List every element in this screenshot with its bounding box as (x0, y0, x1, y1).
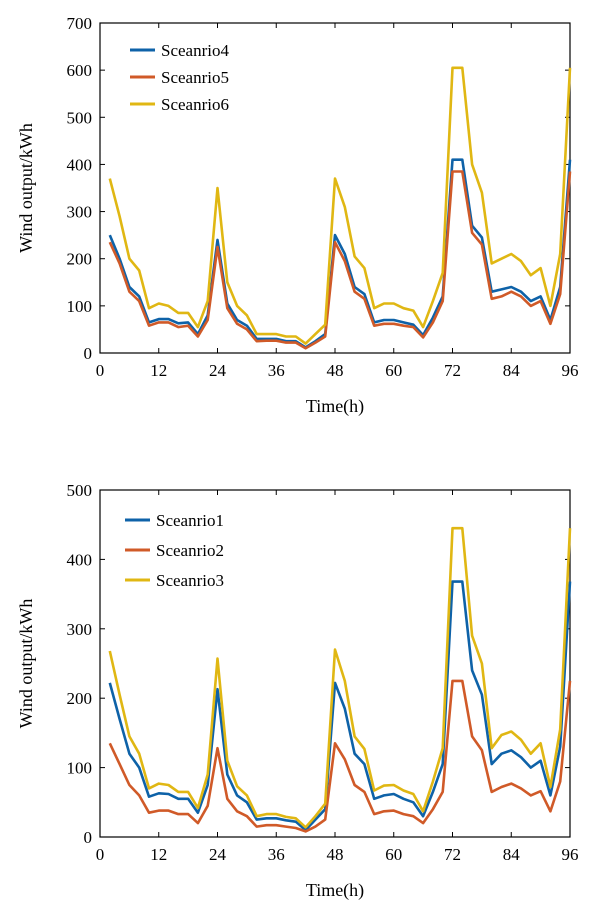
x-tick-label: 48 (327, 845, 344, 864)
y-tick-label: 300 (67, 620, 93, 639)
legend-label: Sceanrio2 (156, 541, 224, 560)
x-tick-label: 96 (562, 845, 579, 864)
legend-label: Sceanrio6 (161, 95, 229, 114)
x-tick-label: 60 (385, 845, 402, 864)
y-tick-label: 400 (67, 550, 93, 569)
chart-bottom: 0 12 24 36 48 60 72 84 96 0 100 200 300 400 500 Sceanri… (16, 481, 579, 901)
y-tick-label: 100 (67, 297, 93, 316)
y-tick-label: 600 (67, 61, 93, 80)
x-tick-label: 72 (444, 361, 461, 380)
y-tick-label: 400 (67, 155, 93, 174)
legend-label: Sceanrio5 (161, 68, 229, 87)
y-axis-label: Wind output/kWh (16, 123, 36, 253)
x-axis-label: Time(h) (306, 396, 364, 417)
series-line-sceanrio5 (108, 170, 572, 350)
x-tick-label: 60 (385, 361, 402, 380)
y-tick-label: 500 (67, 481, 93, 500)
x-tick-label: 36 (268, 361, 285, 380)
x-tick-label: 84 (503, 361, 521, 380)
x-tick-label: 48 (327, 361, 344, 380)
legend-label: Sceanrio1 (156, 511, 224, 530)
y-tick-label: 200 (67, 689, 93, 708)
y-tick-label: 100 (67, 759, 93, 778)
chart-top: 0 12 24 36 48 60 72 84 96 0 100 200 300 400 500 600 700 S… (16, 14, 579, 417)
x-tick-label: 24 (209, 361, 227, 380)
y-tick-label: 0 (84, 828, 93, 847)
y-tick-label: 300 (67, 203, 93, 222)
x-tick-label: 72 (444, 845, 461, 864)
x-tick-label: 24 (209, 845, 227, 864)
y-tick-label: 500 (67, 108, 93, 127)
y-axis-label: Wind output/kWh (16, 599, 36, 729)
series-line-sceanrio4 (108, 158, 572, 349)
y-tick-label: 200 (67, 250, 93, 269)
x-tick-label: 96 (562, 361, 579, 380)
series-line-sceanrio2 (108, 679, 572, 833)
series-line-sceanrio6 (108, 66, 572, 345)
series-line-sceanrio1 (108, 580, 572, 832)
y-tick-label: 700 (67, 14, 93, 33)
x-tick-label: 84 (503, 845, 521, 864)
x-axis-label: Time(h) (306, 880, 364, 901)
legend-label: Sceanrio3 (156, 571, 224, 590)
x-tick-label: 12 (150, 845, 167, 864)
x-tick-label: 0 (96, 845, 105, 864)
x-tick-label: 0 (96, 361, 105, 380)
y-tick-label: 0 (84, 344, 93, 363)
legend-label: Sceanrio4 (161, 41, 229, 60)
series-line-sceanrio3 (108, 526, 572, 829)
x-tick-label: 12 (150, 361, 167, 380)
x-tick-label: 36 (268, 845, 285, 864)
